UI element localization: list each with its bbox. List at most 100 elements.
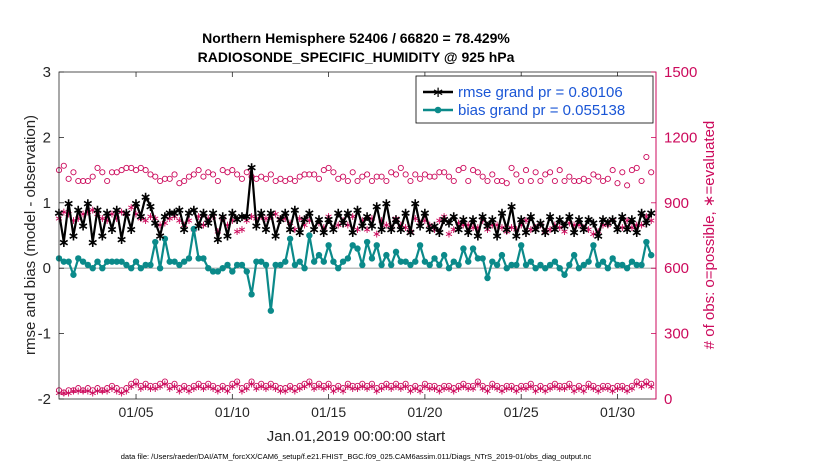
obs-possible-point-low bbox=[108, 382, 116, 389]
rmse-point: ∗ bbox=[68, 229, 80, 245]
obs-possible-point bbox=[176, 180, 183, 187]
obs-evaluated-point: ∗ bbox=[112, 212, 121, 225]
obs-evaluated-point: ∗ bbox=[363, 223, 372, 236]
obs-possible-point-low bbox=[609, 385, 616, 392]
bias-point bbox=[450, 258, 457, 265]
rmse-point: ∗ bbox=[231, 212, 243, 228]
obs-possible-point bbox=[234, 171, 241, 178]
obs-evaluated-point-low: ∗ bbox=[93, 384, 102, 397]
obs-evaluated-point-low: ∗ bbox=[377, 382, 386, 395]
obs-evaluated-point-low: ∗ bbox=[78, 384, 87, 397]
bias-point bbox=[147, 261, 154, 269]
obs-possible-point bbox=[527, 177, 534, 185]
obs-possible-point bbox=[513, 171, 520, 178]
obs-possible-point bbox=[388, 169, 395, 176]
rmse-point: ∗ bbox=[535, 215, 547, 231]
obs-evaluated-point-low: ∗ bbox=[300, 380, 309, 393]
rmse-point: ∗ bbox=[448, 209, 460, 225]
obs-evaluated-point: ∗ bbox=[377, 214, 386, 227]
rmse-point: ∗ bbox=[496, 206, 508, 222]
left-tick-label: 3 bbox=[43, 64, 51, 81]
obs-evaluated-point: ∗ bbox=[584, 223, 593, 236]
obs-evaluated-point-low: ∗ bbox=[218, 382, 227, 395]
obs-possible-point bbox=[181, 177, 188, 185]
obs-possible-point bbox=[84, 177, 91, 185]
bias-point bbox=[561, 271, 568, 278]
obs-possible-point-low bbox=[397, 382, 404, 389]
obs-evaluated-point: ∗ bbox=[131, 208, 140, 221]
obs-possible-point-low bbox=[624, 385, 631, 392]
rmse-point: ∗ bbox=[530, 222, 542, 238]
obs-evaluated-point-low: ∗ bbox=[387, 382, 396, 395]
rmse-point: ∗ bbox=[588, 215, 600, 231]
x-axis-ticks: 01/05 01/10 01/15 01/20 01/25 01/30 bbox=[119, 72, 635, 420]
obs-evaluated-point-low: ∗ bbox=[367, 380, 376, 393]
obs-evaluated-point: ∗ bbox=[319, 221, 328, 234]
obs-possible-point-low bbox=[306, 378, 313, 385]
obs-evaluated-point-low: ∗ bbox=[314, 380, 323, 393]
obs-possible-point-low bbox=[60, 389, 67, 396]
rmse-point: ∗ bbox=[275, 212, 287, 228]
obs-evaluated-point: ∗ bbox=[141, 214, 150, 227]
obs-possible-point-low bbox=[291, 385, 298, 392]
obs-possible-point-low bbox=[340, 385, 347, 392]
obs-evaluated-point-low: ∗ bbox=[223, 384, 232, 397]
bias-point bbox=[344, 255, 352, 262]
obs-possible-point-low bbox=[214, 385, 221, 392]
rmse-point: ∗ bbox=[371, 199, 383, 215]
obs-evaluated-point-low: ∗ bbox=[136, 382, 145, 395]
obs-evaluated-point: ∗ bbox=[411, 212, 420, 225]
rmse-point: ∗ bbox=[573, 212, 585, 228]
obs-evaluated-point-low: ∗ bbox=[107, 382, 116, 395]
bias-point bbox=[103, 258, 111, 265]
obs-evaluated-point-low: ∗ bbox=[305, 378, 314, 391]
obs-evaluated-point: ∗ bbox=[324, 210, 333, 223]
bias-point bbox=[315, 251, 323, 259]
obs-possible-point bbox=[205, 169, 212, 176]
obs-evaluated-point-low: ∗ bbox=[493, 382, 502, 395]
obs-evaluated-point: ∗ bbox=[623, 214, 632, 227]
rmse-point: ∗ bbox=[82, 196, 94, 212]
plot-area: ∗∗∗∗∗∗∗∗∗∗∗∗∗∗∗∗∗∗∗∗∗∗∗∗∗∗∗∗∗∗∗∗∗∗∗∗∗∗∗∗… bbox=[38, 64, 698, 420]
obs-possible-point-low bbox=[498, 385, 505, 392]
obs-evaluated-point: ∗ bbox=[565, 216, 574, 229]
obs-possible-point-low bbox=[445, 382, 453, 389]
obs-evaluated-point-low: ∗ bbox=[242, 382, 251, 395]
right-tick-label: 1500 bbox=[664, 64, 697, 81]
obs-possible-point-low bbox=[238, 385, 246, 392]
obs-evaluated-point: ∗ bbox=[175, 214, 184, 227]
obs-possible-point bbox=[282, 177, 289, 185]
obs-possible-point bbox=[185, 173, 193, 180]
rmse-point: ∗ bbox=[77, 219, 89, 235]
bias-point bbox=[60, 258, 68, 265]
rmse-point: ∗ bbox=[121, 206, 133, 222]
obs-possible-point-low bbox=[566, 380, 573, 387]
obs-evaluated-point: ∗ bbox=[440, 210, 449, 223]
obs-possible-point bbox=[580, 175, 587, 182]
obs-possible-point-low bbox=[123, 385, 130, 392]
obs-possible-point bbox=[378, 173, 385, 180]
data-file-footnote: data file: /Users/raeder/DAI/ATM_forcXX/… bbox=[121, 452, 592, 461]
obs-possible-point bbox=[152, 173, 159, 180]
obs-evaluated-point-low: ∗ bbox=[170, 380, 179, 393]
obs-evaluated-point: ∗ bbox=[261, 212, 270, 225]
obs-evaluated-point-low: ∗ bbox=[526, 380, 535, 393]
bias-point bbox=[498, 251, 506, 259]
bias-point bbox=[132, 258, 140, 265]
bias-point bbox=[599, 258, 607, 265]
rmse-line bbox=[57, 165, 653, 244]
obs-evaluated-point: ∗ bbox=[637, 219, 646, 232]
obs-possible-point-low bbox=[234, 378, 241, 385]
rmse-point: ∗ bbox=[236, 209, 248, 225]
obs-possible-point-low bbox=[311, 382, 318, 389]
obs-evaluated-point-low: ∗ bbox=[435, 384, 444, 397]
rmse-point: ∗ bbox=[241, 209, 253, 225]
obs-possible-point-low bbox=[330, 385, 337, 392]
obs-possible-point-low bbox=[344, 380, 351, 387]
obs-evaluated-point: ∗ bbox=[271, 208, 280, 221]
obs-possible-point bbox=[604, 175, 611, 182]
obs-possible-point bbox=[60, 162, 67, 169]
obs-evaluated-point: ∗ bbox=[237, 223, 246, 236]
obs-possible-point-low bbox=[296, 382, 303, 389]
rmse-point: ∗ bbox=[217, 209, 229, 225]
